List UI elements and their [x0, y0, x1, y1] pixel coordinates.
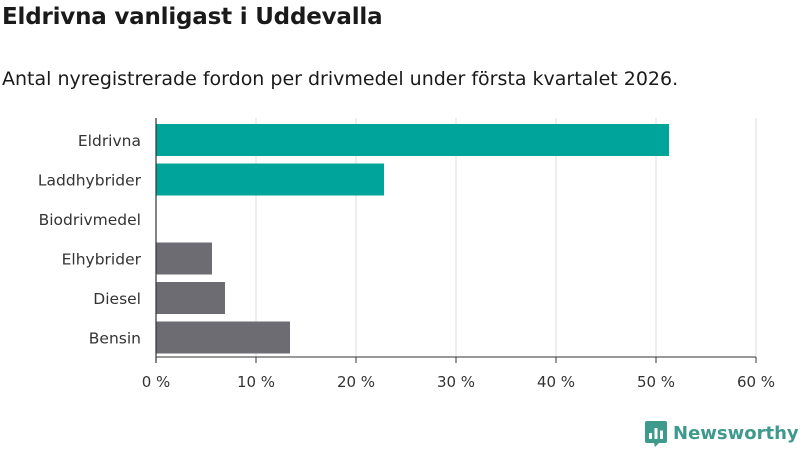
category-label-biodrivmedel: Biodrivmedel	[39, 211, 141, 229]
x-tick-label-20: 20 %	[337, 373, 375, 391]
bar-elhybrider	[156, 242, 212, 275]
newsworthy-logo-icon	[645, 421, 667, 447]
category-label-diesel: Diesel	[93, 290, 141, 308]
category-label-elhybrider: Elhybrider	[62, 251, 142, 269]
bar-eldrivna	[156, 124, 669, 156]
chart-title: Eldrivna vanligast i Uddevalla	[2, 4, 383, 30]
x-tick-label-0: 0 %	[142, 373, 171, 391]
bar-bensin	[156, 321, 290, 354]
bar-laddhybrider	[156, 163, 384, 196]
x-tick-label-10: 10 %	[237, 373, 275, 391]
x-tick-label-50: 50 %	[637, 373, 675, 391]
newsworthy-logo[interactable]: Newsworthy	[644, 420, 799, 448]
newsworthy-logo-text: Newsworthy	[673, 423, 799, 444]
chart-subtitle: Antal nyregistrerade fordon per drivmede…	[2, 68, 679, 90]
category-label-laddhybrider: Laddhybrider	[38, 172, 142, 190]
x-tick-label-40: 40 %	[537, 373, 575, 391]
category-label-eldrivna: Eldrivna	[78, 132, 141, 150]
x-tick-label-60: 60 %	[737, 373, 775, 391]
x-tick-label-30: 30 %	[437, 373, 475, 391]
bar-diesel	[156, 282, 225, 314]
category-label-bensin: Bensin	[89, 330, 141, 348]
